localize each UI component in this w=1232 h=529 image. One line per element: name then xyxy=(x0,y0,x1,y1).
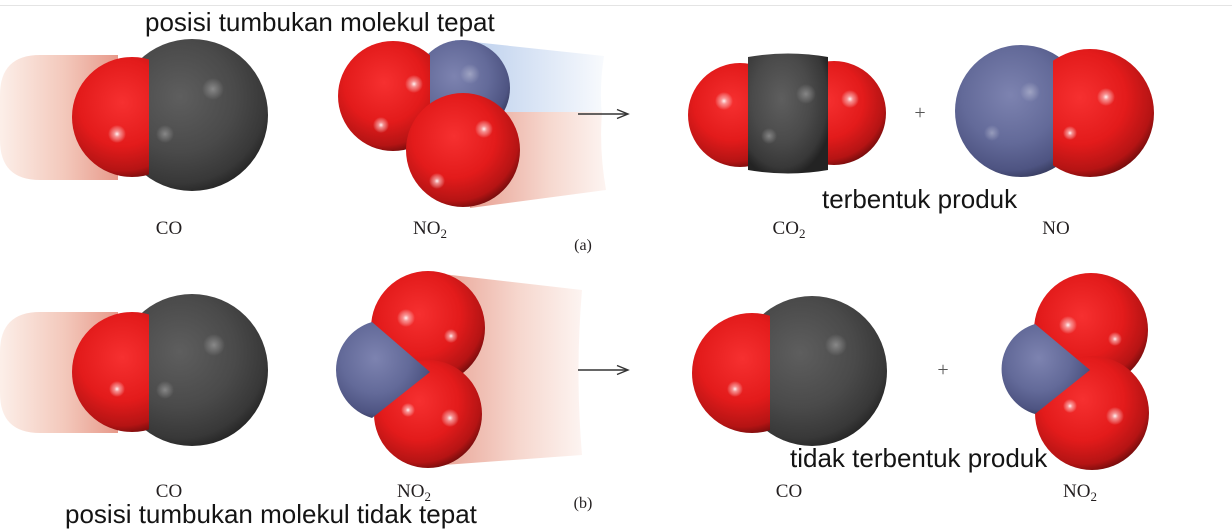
oxygen-atom xyxy=(406,93,520,207)
highlight xyxy=(429,173,445,189)
reaction-arrow xyxy=(578,108,630,120)
carbon-atom xyxy=(737,296,887,446)
highlight xyxy=(841,90,859,108)
highlight xyxy=(475,120,493,138)
highlight xyxy=(405,75,423,93)
arrow-head xyxy=(616,364,630,376)
highlight xyxy=(460,64,480,84)
highlight xyxy=(727,381,743,397)
reactant-no2-molecule-a xyxy=(338,40,606,208)
formula-subscript: 2 xyxy=(424,489,431,504)
highlight xyxy=(444,329,458,343)
formula-text: CO xyxy=(772,218,799,239)
oxygen-atom xyxy=(692,313,770,433)
carbon-atom xyxy=(116,39,268,191)
carbon-atom xyxy=(116,294,268,446)
reactant-co-molecule-a xyxy=(0,39,268,191)
highlight xyxy=(156,381,174,399)
highlight xyxy=(1106,407,1124,425)
highlight xyxy=(203,334,225,356)
label-product-co2-a: CO2 xyxy=(739,218,839,241)
highlight xyxy=(156,125,174,143)
oxygen-atom xyxy=(1053,49,1154,177)
formula-subscript: 2 xyxy=(440,226,447,241)
highlight xyxy=(441,409,459,427)
product-formed-caption: terbentuk produk xyxy=(822,184,1018,214)
oxygen-atom xyxy=(338,41,430,151)
highlight xyxy=(761,128,777,144)
reactant-no2-molecule-b xyxy=(336,271,582,468)
label-product-no-a: NO xyxy=(1006,219,1106,238)
highlight xyxy=(202,78,224,100)
highlight xyxy=(1063,126,1077,140)
panel-label-b: (b) xyxy=(573,495,593,512)
highlight xyxy=(1063,399,1077,413)
formula-subscript: 2 xyxy=(798,226,806,241)
product-co-molecule-b xyxy=(692,296,887,446)
formula-text: CO xyxy=(155,481,183,502)
highlight xyxy=(796,84,816,104)
label-product-co-b: CO xyxy=(739,482,839,501)
highlight xyxy=(825,334,847,356)
bottom-caption: posisi tumbukan molekul tidak tepat xyxy=(65,499,477,529)
nitrogen-atom xyxy=(1001,324,1090,414)
highlight xyxy=(1097,88,1115,106)
formula-text: NO xyxy=(413,218,441,239)
highlight xyxy=(1059,316,1077,334)
formula-subscript: 2 xyxy=(1090,489,1097,504)
oxygen-atom xyxy=(72,57,149,177)
oxygen-atom xyxy=(72,312,149,432)
highlight xyxy=(984,125,1000,141)
reactant-co-molecule-b xyxy=(0,294,268,446)
highlight xyxy=(397,309,415,327)
carbon-atom xyxy=(748,53,828,174)
arrow-head xyxy=(616,108,630,120)
highlight xyxy=(1108,332,1122,346)
formula-text: NO xyxy=(397,481,425,502)
product-no2-molecule-b xyxy=(1001,273,1149,470)
product-not-formed-caption: tidak terbentuk produk xyxy=(790,443,1048,473)
label-reactant-co-b: CO xyxy=(119,482,219,501)
plus-sign-b: + xyxy=(937,359,949,381)
reaction-arrow xyxy=(578,364,630,376)
top-caption: posisi tumbukan molekul tepat xyxy=(145,7,495,37)
formula-text: NO xyxy=(1063,481,1091,502)
panel-label-a: (a) xyxy=(574,237,592,254)
label-product-no2-b: NO2 xyxy=(1030,481,1130,504)
product-co2-molecule-a xyxy=(688,53,886,174)
label-reactant-no2-b: NO2 xyxy=(364,481,464,504)
formula-text: CO xyxy=(775,481,803,502)
highlight xyxy=(373,117,389,133)
highlight xyxy=(108,125,126,143)
highlight xyxy=(109,381,125,397)
formula-text: NO xyxy=(1042,218,1070,239)
plus-sign-a: + xyxy=(914,102,926,124)
formula-text: CO xyxy=(155,218,183,239)
label-reactant-co-a: CO xyxy=(119,219,219,238)
highlight xyxy=(1020,82,1040,102)
label-reactant-no2-a: NO2 xyxy=(380,218,480,241)
product-no-molecule-a xyxy=(955,45,1154,177)
nitrogen-atom xyxy=(336,322,430,418)
highlight xyxy=(401,403,415,417)
highlight xyxy=(715,92,733,110)
top-divider xyxy=(0,5,1232,6)
